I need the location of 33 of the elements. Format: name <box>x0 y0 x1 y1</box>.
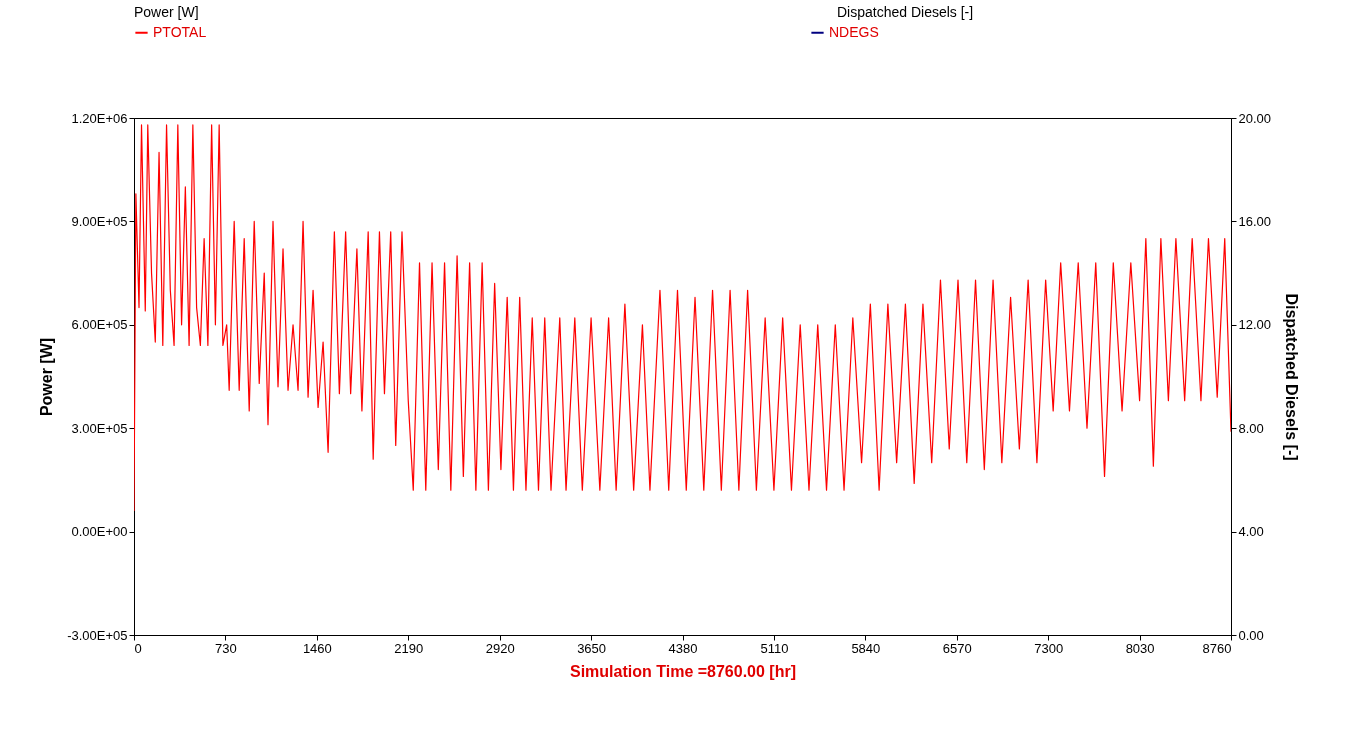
x-tick-label: 2920 <box>485 640 515 656</box>
x-axis-title: Simulation Time =8760.00 [hr] <box>569 662 797 680</box>
y-tick-label: 3.00E+05 <box>71 420 128 436</box>
x-tick-label: 4380 <box>668 640 698 656</box>
y2-tick-label: 4.00 <box>1238 524 1264 540</box>
x-tick-label: 5110 <box>760 640 789 656</box>
text: Dispatched Diesels [-] <box>837 4 974 20</box>
x-tick-label: 5840 <box>851 640 881 656</box>
x-tick-label: 1460 <box>302 640 332 656</box>
x-tick-label: 6570 <box>942 640 972 656</box>
y-tick-label: 1.20E+06 <box>71 110 128 126</box>
y2-tick-label: 12.00 <box>1238 317 1272 333</box>
y-axis-title: Power [W] <box>38 337 56 417</box>
y-tick-label: -3.00E+05 <box>67 627 128 643</box>
legend-label: PTOTAL <box>153 23 207 40</box>
y2-axis-title: Dispatched Diesels [-] <box>1283 293 1301 461</box>
x-tick-label: 2190 <box>394 640 424 656</box>
y-tick-label: 0.00E+00 <box>71 524 128 540</box>
x-tick-label: 8760 <box>1202 640 1232 656</box>
y2-tick-label: 8.00 <box>1238 420 1264 436</box>
text: Power [W] <box>134 4 199 20</box>
y2-tick-label: 20.00 <box>1238 110 1272 126</box>
legend-label: NDEGS <box>829 23 879 40</box>
y2-tick-label: 0.00 <box>1238 627 1264 643</box>
x-tick-label: 7300 <box>1034 640 1064 656</box>
line-series <box>134 124 1231 512</box>
x-tick-label: 3650 <box>577 640 607 656</box>
y-tick-label: 6.00E+05 <box>71 317 128 333</box>
y2-tick-label: 16.00 <box>1238 213 1272 229</box>
y-tick-label: 9.00E+05 <box>71 213 128 229</box>
x-tick-label: 0 <box>134 640 142 656</box>
x-tick-label: 8030 <box>1125 640 1155 656</box>
x-tick-label: 730 <box>215 640 237 656</box>
